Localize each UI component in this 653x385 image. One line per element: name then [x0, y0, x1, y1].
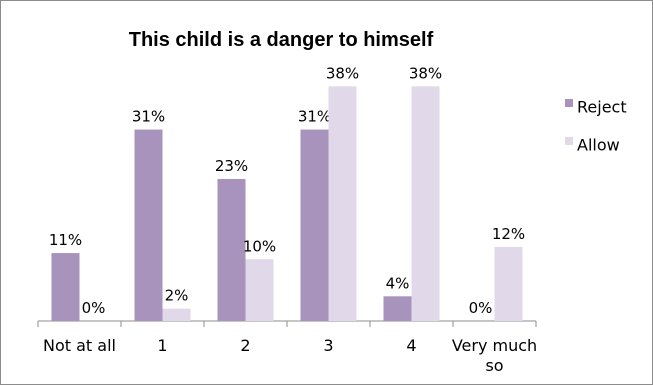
data-label-allow: 38%: [409, 64, 442, 82]
x-tick-label: 2: [240, 336, 250, 355]
x-tick-label: Not at all: [43, 336, 116, 355]
data-label-allow: 12%: [492, 225, 525, 243]
legend-label-reject: Reject: [577, 98, 627, 117]
x-tick-label: 3: [323, 336, 333, 355]
x-tick-label: so: [485, 356, 503, 375]
bar-reject: [300, 129, 329, 321]
data-label-reject: 11%: [49, 231, 82, 249]
bar-reject: [51, 253, 80, 321]
bar-allow: [245, 259, 274, 321]
data-label-reject: 31%: [132, 108, 165, 126]
bar-allow: [411, 86, 440, 321]
chart-title: This child is a danger to himself: [128, 29, 434, 51]
bar-allow: [494, 246, 523, 321]
data-label-reject: 4%: [386, 274, 410, 292]
legend-label-allow: Allow: [577, 136, 620, 155]
bar-reject: [217, 178, 246, 321]
legend-swatch-reject: [565, 99, 573, 107]
bar-allow: [162, 308, 191, 321]
bar-reject: [134, 129, 163, 321]
data-label-allow: 10%: [243, 237, 276, 255]
data-label-reject: 23%: [215, 157, 248, 175]
x-tick-label: Very much: [452, 336, 537, 355]
data-label-allow: 38%: [326, 64, 359, 82]
x-tick-label: 4: [406, 336, 416, 355]
data-label-reject: 0%: [469, 299, 493, 317]
legend-swatch-allow: [565, 137, 573, 145]
bar-allow: [328, 86, 357, 321]
bar-reject: [383, 296, 412, 321]
data-label-allow: 2%: [165, 287, 189, 305]
x-tick-label: 1: [157, 336, 167, 355]
data-label-allow: 0%: [82, 299, 106, 317]
data-label-reject: 31%: [298, 108, 331, 126]
